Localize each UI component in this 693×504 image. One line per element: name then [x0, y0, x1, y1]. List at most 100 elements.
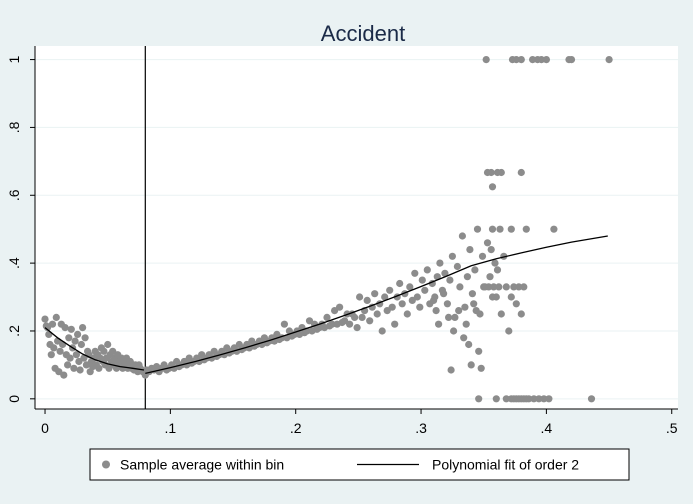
data-point	[280, 320, 288, 328]
data-point	[447, 366, 455, 374]
data-point	[328, 320, 336, 328]
data-point	[61, 324, 69, 332]
data-point	[460, 334, 468, 342]
chart-title: Accident	[321, 21, 405, 46]
data-point	[483, 239, 492, 247]
data-point	[413, 293, 421, 301]
data-point	[475, 395, 483, 403]
data-point	[478, 252, 487, 260]
data-point	[77, 340, 85, 349]
scatter-points	[41, 56, 613, 403]
data-point	[567, 56, 576, 64]
data-point	[346, 320, 354, 328]
data-point	[535, 395, 543, 403]
legend-label-line: Polynomial fit of order 2	[432, 457, 579, 473]
data-point	[456, 283, 464, 291]
data-point	[525, 395, 533, 403]
data-point	[66, 354, 74, 362]
data-point	[529, 56, 537, 64]
data-point	[366, 317, 374, 325]
data-point	[416, 303, 424, 311]
data-point	[81, 334, 89, 342]
data-point	[436, 259, 444, 267]
data-point	[59, 340, 67, 349]
data-point	[487, 246, 495, 254]
data-point	[485, 283, 493, 291]
data-point	[446, 276, 454, 284]
data-point	[517, 56, 525, 64]
x-tick-label: .3	[415, 420, 427, 436]
data-point	[56, 347, 64, 355]
data-point	[388, 303, 396, 311]
data-point	[445, 313, 453, 321]
data-point	[50, 344, 58, 352]
data-point	[480, 283, 488, 291]
data-point	[41, 315, 49, 323]
data-point	[64, 361, 72, 369]
data-point	[435, 320, 443, 328]
data-point	[477, 364, 485, 372]
data-point	[470, 300, 478, 308]
data-point	[371, 290, 379, 298]
data-point	[71, 337, 79, 345]
data-point	[406, 283, 414, 291]
data-point	[443, 300, 451, 308]
data-point	[433, 273, 441, 281]
data-point	[587, 395, 596, 403]
data-point	[391, 320, 399, 328]
data-point	[510, 283, 518, 291]
data-point	[520, 283, 528, 291]
data-point	[517, 310, 525, 318]
data-point	[453, 262, 461, 271]
x-tick-label: .1	[165, 420, 177, 436]
y-tick-label: .6	[6, 189, 22, 201]
data-point	[48, 320, 57, 328]
y-tick-label: .8	[6, 121, 22, 133]
data-point	[440, 290, 448, 298]
data-point	[492, 395, 500, 403]
data-point	[492, 293, 500, 301]
data-point	[403, 310, 411, 318]
data-point	[507, 225, 515, 233]
data-point	[450, 327, 458, 335]
data-point	[473, 225, 482, 233]
data-point	[65, 334, 73, 342]
data-point	[497, 310, 505, 318]
data-point	[495, 283, 503, 291]
data-point	[522, 225, 530, 233]
data-point	[490, 283, 498, 291]
data-point	[441, 269, 449, 277]
data-point	[488, 183, 497, 191]
data-point	[381, 293, 389, 301]
data-point	[398, 300, 406, 308]
fit-line-right	[145, 235, 608, 375]
data-point	[396, 279, 404, 288]
data-point	[373, 310, 381, 318]
data-point	[455, 307, 463, 315]
y-tick-label: .4	[6, 257, 22, 269]
data-point	[100, 347, 108, 355]
data-point	[486, 273, 494, 281]
data-point	[386, 286, 394, 294]
data-point	[323, 313, 331, 321]
data-point	[421, 286, 429, 294]
data-point	[74, 330, 82, 338]
x-tick-label: .4	[541, 420, 553, 436]
y-axis-ticks: 0 .2 .4 .6 .8 1	[6, 55, 35, 403]
data-point	[475, 347, 483, 355]
data-point	[507, 293, 515, 301]
data-point	[451, 313, 459, 321]
data-point	[430, 296, 438, 304]
data-point	[497, 168, 505, 177]
data-point	[47, 351, 55, 359]
data-point	[351, 313, 359, 321]
data-point	[515, 283, 523, 291]
data-point	[466, 246, 474, 254]
data-point	[336, 303, 344, 311]
data-point	[505, 327, 513, 335]
data-point	[95, 364, 103, 372]
data-point	[378, 327, 386, 335]
data-point	[502, 395, 510, 403]
data-point	[411, 269, 419, 277]
data-point	[67, 325, 75, 333]
